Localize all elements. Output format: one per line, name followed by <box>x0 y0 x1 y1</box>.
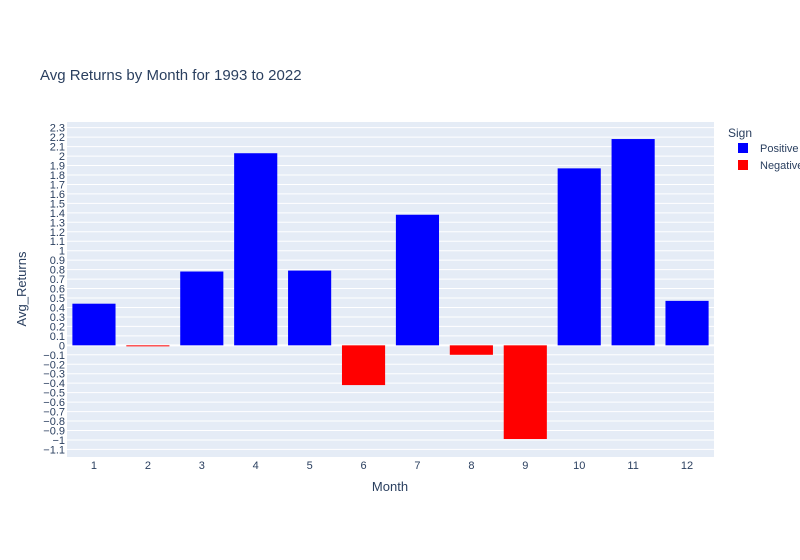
y-tick-label: 2 <box>59 151 65 163</box>
y-tick-label: 0.3 <box>50 312 65 324</box>
bar-month-12[interactable] <box>665 300 709 346</box>
y-tick-label: 2.3 <box>50 123 65 135</box>
x-tick-label: 8 <box>468 460 474 472</box>
y-tick-label: −1.1 <box>43 444 65 456</box>
y-tick-label: 0.9 <box>50 255 65 267</box>
x-tick-label: 9 <box>522 460 528 472</box>
y-tick-label: 1.1 <box>50 236 65 248</box>
x-tick-label: 10 <box>573 460 585 472</box>
x-tick-label: 5 <box>307 460 313 472</box>
x-tick-label: 3 <box>199 460 205 472</box>
y-tick-label: 2.1 <box>50 142 65 154</box>
y-tick-label: −0.2 <box>43 359 65 371</box>
y-tick-label: 0.1 <box>50 331 65 343</box>
y-tick-label: 2.2 <box>50 132 65 144</box>
bars <box>72 139 709 440</box>
x-tick-label: 1 <box>91 460 97 472</box>
y-tick-label: 1.4 <box>50 208 65 220</box>
y-tick-label: 1.2 <box>50 227 65 239</box>
x-axis-ticks: 1 2 3 4 5 6 7 8 9 10 11 12 <box>91 460 693 472</box>
y-tick-label: 0.6 <box>50 284 65 296</box>
y-tick-label: −0.4 <box>43 378 65 390</box>
y-tick-label: 0.7 <box>50 274 65 286</box>
y-tick-label: 1 <box>59 246 65 258</box>
y-tick-label: −0.3 <box>43 369 65 381</box>
legend-label-positive[interactable]: Positive <box>760 143 799 155</box>
plot-area <box>67 122 714 457</box>
bar-month-10[interactable] <box>557 168 601 346</box>
x-tick-label: 11 <box>627 460 638 472</box>
y-tick-label: −0.7 <box>43 407 65 419</box>
bar-month-1[interactable] <box>72 303 116 346</box>
bar-month-11[interactable] <box>611 139 655 346</box>
bar-month-5[interactable] <box>288 270 332 346</box>
y-tick-label: 0.8 <box>50 265 65 277</box>
legend-title: Sign <box>728 126 752 140</box>
y-tick-label: −0.9 <box>43 426 65 438</box>
legend-label-negative[interactable]: Negative <box>760 160 800 172</box>
y-tick-label: 0.2 <box>50 321 65 333</box>
bar-month-2[interactable] <box>126 345 170 347</box>
legend-swatch-negative <box>738 160 748 170</box>
x-tick-label: 12 <box>681 460 693 472</box>
y-tick-label: −1 <box>52 435 65 447</box>
legend: Sign Positive Negative <box>728 126 800 172</box>
x-tick-label: 7 <box>414 460 420 472</box>
chart-title: Avg Returns by Month for 1993 to 2022 <box>40 67 302 84</box>
y-tick-label: 1.7 <box>50 179 65 191</box>
y-tick-label: 1.6 <box>50 189 65 201</box>
bar-month-7[interactable] <box>395 214 440 346</box>
y-axis-ticks: 2.32.22.121.91.81.71.61.51.41.31.21.110.… <box>43 123 65 457</box>
bar-month-4[interactable] <box>234 153 278 346</box>
y-tick-label: −0.8 <box>43 416 65 428</box>
y-tick-label: −0.1 <box>43 350 65 362</box>
x-tick-label: 4 <box>253 460 259 472</box>
x-tick-label: 6 <box>360 460 366 472</box>
bar-month-3[interactable] <box>180 271 224 346</box>
y-tick-label: −0.6 <box>43 397 65 409</box>
bar-month-8[interactable] <box>449 345 493 355</box>
y-tick-label: 1.5 <box>50 198 65 210</box>
bar-month-9[interactable] <box>503 345 547 440</box>
y-tick-label: −0.5 <box>43 388 65 400</box>
legend-swatch-positive <box>738 143 748 153</box>
x-axis-title: Month <box>372 479 408 494</box>
gridlines <box>67 127 714 450</box>
y-tick-label: 0 <box>59 340 65 352</box>
y-tick-label: 1.8 <box>50 170 65 182</box>
y-tick-label: 1.3 <box>50 217 65 229</box>
y-tick-label: 0.4 <box>50 302 65 314</box>
bar-month-6[interactable] <box>341 345 386 386</box>
y-tick-label: 1.9 <box>50 161 65 173</box>
x-tick-label: 2 <box>145 460 151 472</box>
y-tick-label: 0.5 <box>50 293 65 305</box>
y-axis-title: Avg_Returns <box>14 251 29 326</box>
